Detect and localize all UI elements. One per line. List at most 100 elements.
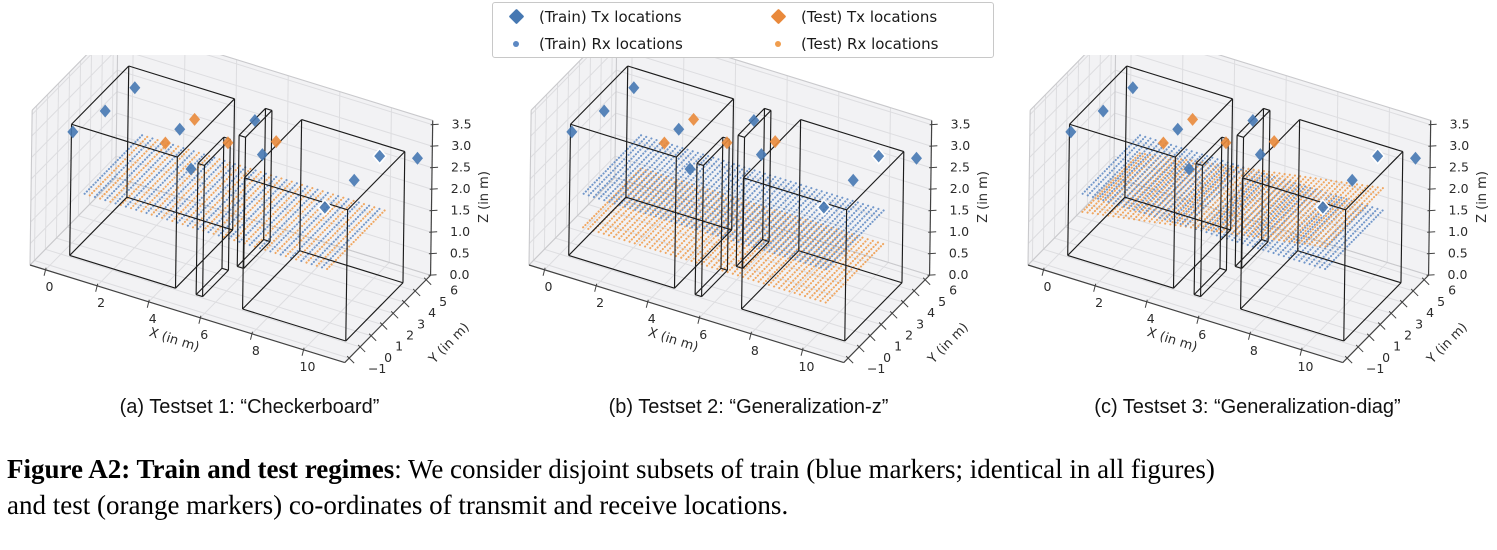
svg-text:5: 5 (938, 294, 946, 309)
legend-label: (Test) Rx locations (801, 34, 939, 53)
svg-text:0.5: 0.5 (450, 246, 470, 261)
svg-text:2: 2 (1095, 295, 1103, 310)
svg-text:0.0: 0.0 (949, 267, 969, 282)
svg-text:6: 6 (1198, 327, 1206, 342)
room-wireframes (568, 65, 905, 342)
svg-text:4: 4 (927, 305, 935, 320)
svg-text:3: 3 (916, 316, 924, 331)
tx-scatter (566, 81, 922, 217)
svg-text:5: 5 (439, 294, 447, 309)
svg-text:Y (in m): Y (in m) (925, 320, 972, 368)
svg-text:X (in m): X (in m) (1145, 325, 1199, 355)
svg-text:1: 1 (1393, 339, 1401, 354)
subcaption-a: (a) Testset 1: “Checkerboard” (119, 396, 380, 418)
plot-testset-1: 0 2 4 6 8 10 −1 0 1 2 3 4 5 6 0.0 0.5 1.0 1.5 2.0 2.5 3.0 3.5… (0, 22, 499, 387)
legend-item-test-tx: (Test) Tx locations (755, 3, 995, 30)
svg-text:−1: −1 (368, 361, 386, 376)
svg-text:5: 5 (1437, 294, 1445, 309)
legend: (Train) Tx locations (Test) Tx locations… (492, 2, 994, 58)
legend-item-train-rx: (Train) Rx locations (493, 30, 755, 57)
svg-text:8: 8 (751, 343, 759, 358)
svg-text:2: 2 (406, 328, 414, 343)
svg-text:Z (in m): Z (in m) (976, 171, 991, 223)
plot-testset-2: 0 2 4 6 8 10 −1 0 1 2 3 4 5 6 0.0 0.5 1.0 1.5 2.0 2.5 3.0 3.5… (499, 22, 998, 387)
svg-text:10: 10 (300, 359, 316, 374)
grid-lines (29, 26, 433, 359)
svg-text:1.5: 1.5 (949, 203, 969, 218)
svg-text:0.5: 0.5 (949, 246, 969, 261)
subcaption-b: (b) Testset 2: “Generalization-z” (608, 396, 889, 418)
svg-text:1.5: 1.5 (1448, 203, 1468, 218)
legend-label: (Test) Tx locations (801, 7, 938, 26)
subcaption-c: (c) Testset 3: “Generalization-diag” (1094, 396, 1401, 418)
svg-text:0: 0 (545, 279, 553, 294)
svg-text:0.0: 0.0 (1448, 267, 1468, 282)
svg-text:Y (in m): Y (in m) (426, 320, 473, 368)
subcaption-row: (a) Testset 1: “Checkerboard” (b) Testse… (0, 396, 1497, 430)
svg-text:Z (in m): Z (in m) (477, 171, 492, 223)
tx-scatter (1065, 81, 1421, 217)
room-wireframes (1067, 65, 1404, 342)
svg-text:1: 1 (395, 339, 403, 354)
svg-text:−1: −1 (867, 361, 885, 376)
svg-text:2: 2 (596, 295, 604, 310)
svg-text:3.5: 3.5 (951, 117, 971, 132)
svg-text:0.0: 0.0 (450, 267, 470, 282)
svg-text:1.0: 1.0 (1448, 224, 1468, 239)
svg-text:3.0: 3.0 (950, 138, 970, 153)
svg-text:1.0: 1.0 (450, 224, 470, 239)
rx-planes (83, 133, 386, 271)
svg-text:0: 0 (883, 350, 891, 365)
svg-text:Z (in m): Z (in m) (1475, 171, 1490, 223)
svg-text:1: 1 (894, 339, 902, 354)
svg-text:4: 4 (648, 311, 656, 326)
svg-text:4: 4 (149, 311, 157, 326)
train-tx-diamond-icon (508, 8, 524, 25)
svg-text:2: 2 (97, 295, 105, 310)
panes (1028, 22, 1431, 363)
panes (30, 22, 433, 363)
legend-label: (Train) Rx locations (539, 34, 683, 53)
svg-text:10: 10 (799, 359, 815, 374)
rx-planes (1081, 133, 1385, 271)
svg-text:3.5: 3.5 (452, 117, 472, 132)
svg-text:3: 3 (417, 316, 425, 331)
svg-text:2.5: 2.5 (950, 160, 970, 175)
svg-text:8: 8 (1250, 343, 1258, 358)
svg-text:X (in m): X (in m) (147, 325, 201, 355)
legend-item-test-rx: (Test) Rx locations (755, 30, 995, 57)
svg-text:0: 0 (1382, 350, 1390, 365)
test-rx-dot-icon (775, 40, 781, 47)
svg-text:1.5: 1.5 (450, 203, 470, 218)
svg-text:4: 4 (428, 305, 436, 320)
figure-caption-line2: and test (orange markers) co-ordinates o… (7, 489, 789, 520)
svg-text:2.5: 2.5 (451, 160, 471, 175)
svg-text:X (in m): X (in m) (646, 325, 700, 355)
svg-text:3.5: 3.5 (1450, 117, 1470, 132)
svg-text:1.0: 1.0 (949, 224, 969, 239)
train-rx-dot-icon (513, 40, 519, 47)
svg-text:4: 4 (1147, 311, 1155, 326)
svg-text:3.0: 3.0 (451, 138, 471, 153)
svg-text:2: 2 (1404, 328, 1412, 343)
figure-caption-bold: Figure A2: Train and test regimes (7, 454, 395, 484)
svg-text:6: 6 (949, 283, 957, 298)
svg-text:0: 0 (1044, 279, 1052, 294)
svg-text:3.0: 3.0 (1449, 138, 1469, 153)
legend-label: (Train) Tx locations (539, 7, 682, 26)
svg-text:6: 6 (699, 327, 707, 342)
svg-text:2.0: 2.0 (1449, 181, 1469, 196)
svg-text:3: 3 (1415, 316, 1423, 331)
room-wireframes (69, 65, 406, 342)
tx-scatter (67, 81, 423, 217)
figure-caption-rest: : We consider disjoint subsets of train … (394, 454, 1215, 484)
svg-text:−1: −1 (1366, 361, 1384, 376)
svg-text:0: 0 (46, 279, 54, 294)
svg-text:4: 4 (1426, 305, 1434, 320)
figure-caption-line1: Figure A2: Train and test regimes: We co… (7, 452, 1493, 488)
svg-text:2.0: 2.0 (950, 181, 970, 196)
svg-text:8: 8 (252, 343, 260, 358)
